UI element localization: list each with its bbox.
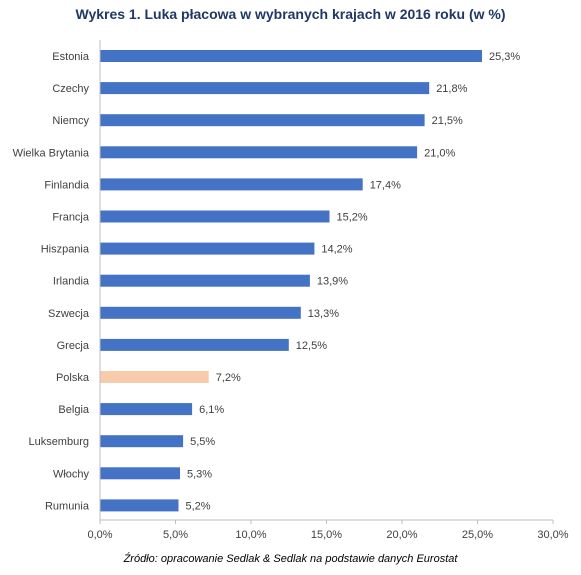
value-label-luksemburg: 5,5% bbox=[190, 436, 215, 448]
value-label-polska: 7,2% bbox=[216, 372, 241, 384]
category-label-finlandia: Finlandia bbox=[44, 179, 90, 191]
bar-estonia bbox=[100, 50, 482, 62]
x-tick-label: 30,0% bbox=[537, 529, 568, 541]
value-label-finlandia: 17,4% bbox=[370, 179, 401, 191]
category-label-szwecja: Szwecja bbox=[48, 308, 90, 320]
x-tick-label: 5,0% bbox=[163, 529, 188, 541]
value-label-estonia: 25,3% bbox=[489, 51, 520, 63]
x-axis: 0,0% 5,0% 10,0% 15,0% 20,0% 25,0% 30,0% bbox=[87, 40, 569, 541]
category-label-polska: Polska bbox=[56, 372, 90, 384]
bar-irlandia bbox=[100, 274, 310, 287]
bar-luksemburg bbox=[100, 435, 184, 448]
category-label-belgia: Belgia bbox=[58, 404, 89, 416]
value-label-belgia: 6,1% bbox=[199, 404, 224, 416]
bar-szwecja bbox=[100, 306, 301, 319]
category-label-niemcy: Niemcy bbox=[52, 115, 89, 127]
chart-title: Wykres 1. Luka płacowa w wybranych kraja… bbox=[75, 6, 506, 22]
bar-chart: Estonia 25,3% Czechy 21,8% Niemcy 21,5% Wielka… bbox=[13, 40, 569, 541]
x-tick-label: 15,0% bbox=[311, 529, 342, 541]
category-label-irlandia: Irlandia bbox=[53, 276, 90, 288]
bar-polska bbox=[100, 371, 209, 383]
category-label-rumunia: Rumunia bbox=[45, 500, 90, 512]
value-label-czechy: 21,8% bbox=[436, 83, 467, 95]
x-tick-label: 20,0% bbox=[386, 529, 417, 541]
bar-wlochy bbox=[100, 467, 180, 480]
bar-wielka-brytania bbox=[100, 146, 418, 159]
bar-niemcy bbox=[100, 114, 425, 127]
category-label-grecja: Grecja bbox=[57, 340, 90, 352]
bar-rumunia bbox=[100, 499, 179, 512]
category-label-francja: Francja bbox=[52, 212, 90, 224]
bars-layer bbox=[100, 50, 482, 512]
bar-finlandia bbox=[100, 178, 363, 191]
bar-czechy bbox=[100, 82, 430, 95]
value-label-wielka-brytania: 21,0% bbox=[424, 147, 455, 159]
category-label-czechy: Czechy bbox=[52, 83, 89, 95]
value-label-rumunia: 5,2% bbox=[186, 500, 211, 512]
bar-francja bbox=[100, 210, 330, 223]
value-label-grecja: 12,5% bbox=[296, 340, 327, 352]
bar-grecja bbox=[100, 338, 289, 351]
category-label-luksemburg: Luksemburg bbox=[28, 436, 89, 448]
category-label-wlochy: Włochy bbox=[53, 468, 90, 480]
bar-belgia bbox=[100, 403, 193, 416]
category-label-wielka-brytania: Wielka Brytania bbox=[13, 147, 90, 159]
value-label-niemcy: 21,5% bbox=[432, 115, 463, 127]
value-label-irlandia: 13,9% bbox=[317, 276, 348, 288]
labels-layer: Estonia 25,3% Czechy 21,8% Niemcy 21,5% Wielka… bbox=[13, 51, 521, 512]
x-tick-label: 0,0% bbox=[87, 529, 112, 541]
category-label-hiszpania: Hiszpania bbox=[41, 244, 90, 256]
value-label-szwecja: 13,3% bbox=[308, 308, 339, 320]
x-tick-label: 10,0% bbox=[235, 529, 266, 541]
value-label-francja: 15,2% bbox=[337, 212, 368, 224]
value-label-hiszpania: 14,2% bbox=[321, 244, 352, 256]
value-label-wlochy: 5,3% bbox=[187, 468, 212, 480]
category-label-estonia: Estonia bbox=[52, 51, 90, 63]
bar-hiszpania bbox=[100, 242, 315, 255]
x-tick-label: 25,0% bbox=[462, 529, 493, 541]
source-note: Źródło: opracowanie Sedlak & Sedlak na p… bbox=[123, 553, 458, 565]
